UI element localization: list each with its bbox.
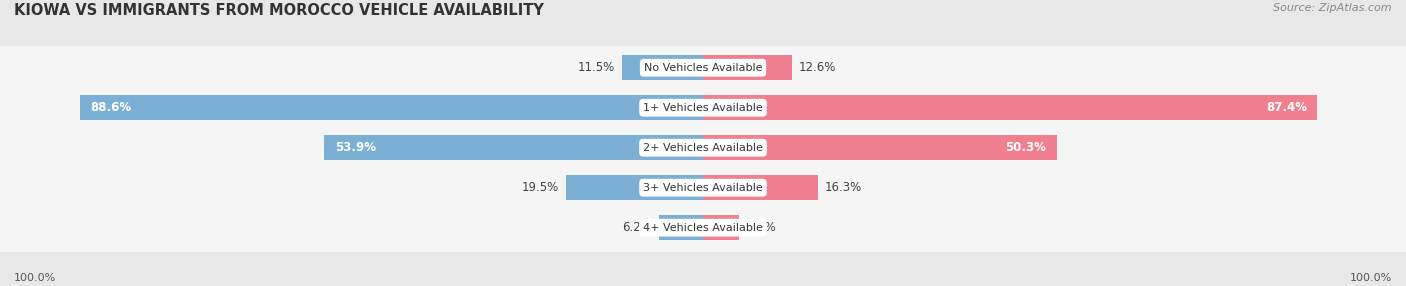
Text: No Vehicles Available: No Vehicles Available bbox=[644, 63, 762, 73]
Text: Source: ZipAtlas.com: Source: ZipAtlas.com bbox=[1274, 3, 1392, 13]
Text: 6.2%: 6.2% bbox=[623, 221, 652, 234]
Text: 100.0%: 100.0% bbox=[14, 273, 56, 283]
Text: 88.6%: 88.6% bbox=[91, 101, 132, 114]
FancyBboxPatch shape bbox=[0, 117, 1406, 178]
FancyBboxPatch shape bbox=[0, 157, 1406, 218]
Bar bbox=[703, 95, 1317, 120]
Text: KIOWA VS IMMIGRANTS FROM MOROCCO VEHICLE AVAILABILITY: KIOWA VS IMMIGRANTS FROM MOROCCO VEHICLE… bbox=[14, 3, 544, 18]
Bar bbox=[80, 95, 703, 120]
Bar bbox=[659, 215, 703, 240]
Text: 87.4%: 87.4% bbox=[1265, 101, 1308, 114]
Text: 16.3%: 16.3% bbox=[824, 181, 862, 194]
Text: 3+ Vehicles Available: 3+ Vehicles Available bbox=[643, 183, 763, 193]
Bar bbox=[703, 215, 740, 240]
Bar bbox=[703, 55, 792, 80]
Text: 5.1%: 5.1% bbox=[747, 221, 776, 234]
Bar bbox=[323, 135, 703, 160]
Bar bbox=[621, 55, 703, 80]
Bar bbox=[703, 175, 818, 200]
Text: 11.5%: 11.5% bbox=[578, 61, 616, 74]
FancyBboxPatch shape bbox=[0, 77, 1406, 138]
Text: 4+ Vehicles Available: 4+ Vehicles Available bbox=[643, 223, 763, 233]
Text: 50.3%: 50.3% bbox=[1005, 141, 1046, 154]
Text: 100.0%: 100.0% bbox=[1350, 273, 1392, 283]
Text: 1+ Vehicles Available: 1+ Vehicles Available bbox=[643, 103, 763, 113]
Bar bbox=[703, 135, 1057, 160]
Text: 2+ Vehicles Available: 2+ Vehicles Available bbox=[643, 143, 763, 153]
Text: 12.6%: 12.6% bbox=[799, 61, 837, 74]
Bar bbox=[565, 175, 703, 200]
FancyBboxPatch shape bbox=[0, 37, 1406, 98]
FancyBboxPatch shape bbox=[0, 197, 1406, 258]
Text: 53.9%: 53.9% bbox=[335, 141, 375, 154]
Text: 19.5%: 19.5% bbox=[522, 181, 560, 194]
